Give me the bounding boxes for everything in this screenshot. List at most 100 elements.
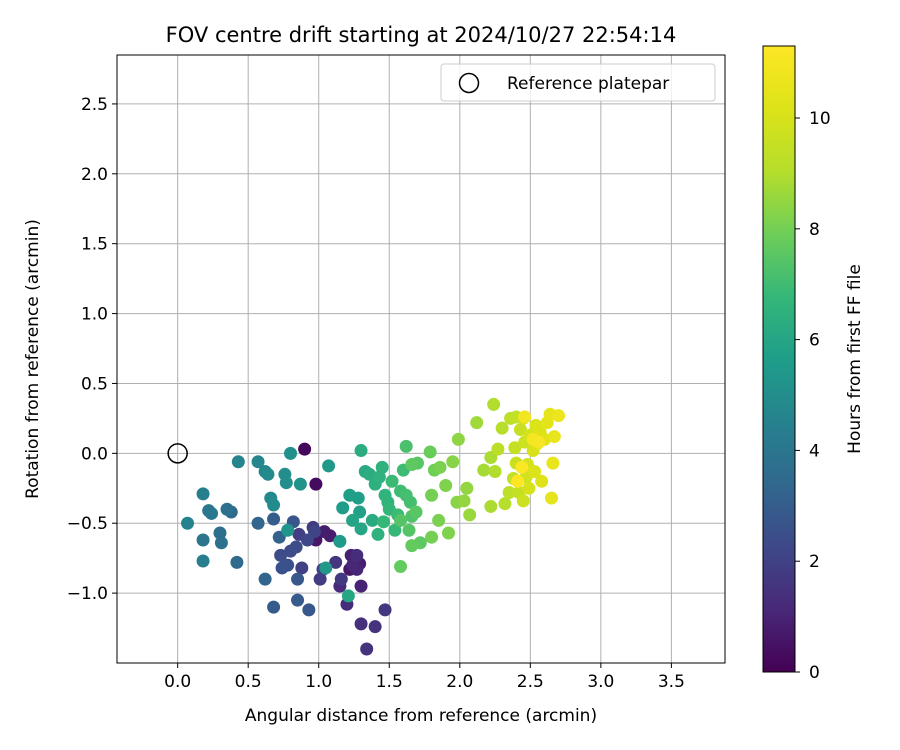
scatter-point — [495, 421, 509, 435]
scatter-point — [300, 533, 314, 547]
y-axis: −1.0 −0.5 0.0 0.5 1.0 1.5 2.0 2.5 — [67, 95, 117, 604]
scatter-point — [302, 603, 316, 617]
scatter-point — [214, 536, 228, 550]
scatter-point — [354, 522, 368, 536]
scatter-point — [518, 410, 532, 424]
scatter-point — [368, 620, 382, 634]
scatter-point — [508, 441, 522, 455]
scatter-point — [515, 460, 529, 474]
y-tick-label: 0.0 — [81, 444, 108, 464]
scatter-point — [547, 430, 561, 444]
scatter-point — [402, 523, 416, 537]
scatter-point — [322, 459, 336, 473]
scatter-point — [532, 435, 546, 449]
scatter-point — [433, 460, 447, 474]
scatter-point — [298, 442, 312, 456]
scatter-point — [470, 416, 484, 430]
scatter-point — [289, 540, 303, 554]
colorbar-tick-label: 6 — [809, 331, 820, 351]
legend: Reference platepar — [440, 63, 716, 102]
scatter-point — [346, 513, 360, 527]
scatter-point — [279, 476, 293, 490]
scatter-point — [513, 423, 527, 437]
scatter-point — [323, 529, 337, 543]
scatter-point — [516, 494, 530, 508]
legend-marker-circle — [458, 72, 480, 94]
scatter-point — [409, 505, 423, 519]
x-axis: 0.0 0.5 1.0 1.5 2.0 2.5 3.0 3.5 — [164, 663, 685, 692]
x-axis-label: Angular distance from reference (arcmin) — [245, 706, 597, 726]
scatter-point — [281, 523, 295, 537]
y-tick-label: 2.5 — [81, 95, 108, 115]
colorbar-tick-label: 2 — [809, 552, 820, 572]
scatter-point — [213, 526, 227, 540]
scatter-point — [451, 432, 465, 446]
scatter-point — [460, 481, 474, 495]
reference-platepar-point — [167, 443, 188, 464]
colorbar-label: Hours from first FF file — [845, 264, 865, 454]
scatter-points — [181, 397, 566, 656]
scatter-point — [477, 463, 491, 477]
legend-label: Reference platepar — [507, 74, 669, 94]
scatter-point — [439, 478, 453, 492]
colorbar-tick-label: 4 — [809, 441, 820, 461]
colorbar: 0 2 4 6 8 10 Hours from first FF file — [762, 45, 865, 683]
x-tick-label: 1.5 — [376, 672, 403, 692]
x-tick-label: 0.0 — [164, 672, 191, 692]
scatter-point — [267, 512, 281, 526]
scatter-point — [333, 534, 347, 548]
scatter-point — [354, 444, 368, 458]
scatter-point — [354, 579, 368, 593]
scatter-point — [425, 488, 439, 502]
scatter-point — [196, 487, 210, 501]
chart-title: FOV centre drift starting at 2024/10/27 … — [166, 23, 677, 47]
scatter-point — [378, 603, 392, 617]
x-tick-label: 2.5 — [517, 672, 544, 692]
y-tick-label: 1.5 — [81, 235, 108, 255]
x-tick-label: 3.5 — [658, 672, 685, 692]
scatter-point — [341, 589, 355, 603]
scatter-point — [511, 474, 525, 488]
colorbar-tick-label: 0 — [809, 663, 820, 683]
grid — [117, 55, 725, 663]
colorbar-gradient — [762, 45, 796, 673]
scatter-point — [319, 561, 333, 575]
scatter-point — [399, 439, 413, 453]
scatter-point — [351, 491, 365, 505]
scatter-point — [293, 477, 307, 491]
x-tick-label: 0.5 — [235, 672, 262, 692]
y-axis-label: Rotation from reference (arcmin) — [23, 219, 43, 499]
scatter-point — [295, 561, 309, 575]
scatter-point — [267, 498, 281, 512]
scatter-point — [405, 458, 419, 472]
scatter-point — [463, 508, 477, 522]
x-tick-label: 1.0 — [305, 672, 332, 692]
scatter-point — [251, 516, 265, 530]
y-tick-label: −1.0 — [67, 584, 108, 604]
scatter-point — [258, 572, 272, 586]
scatter-point — [528, 465, 542, 479]
scatter-point — [231, 455, 245, 469]
scatter-point — [457, 494, 471, 508]
scatter-point — [544, 491, 558, 505]
plot-area-frame — [116, 54, 726, 664]
scatter-point — [220, 502, 234, 516]
scatter-point — [388, 523, 402, 537]
scatter-point — [261, 467, 275, 481]
scatter-point — [196, 533, 210, 547]
scatter-point — [309, 477, 323, 491]
scatter-point — [274, 548, 288, 562]
scatter-point — [365, 513, 379, 527]
y-tick-label: 2.0 — [81, 165, 108, 185]
scatter-point — [385, 474, 399, 488]
scatter-point — [394, 560, 408, 574]
scatter-point — [546, 456, 560, 470]
x-tick-label: 2.0 — [446, 672, 473, 692]
scatter-point — [354, 617, 368, 631]
scatter-point — [394, 513, 408, 527]
scatter-point — [267, 600, 281, 614]
scatter-point — [377, 515, 391, 529]
scatter-point — [196, 554, 210, 568]
scatter-point — [360, 642, 374, 656]
scatter-point — [334, 572, 348, 586]
